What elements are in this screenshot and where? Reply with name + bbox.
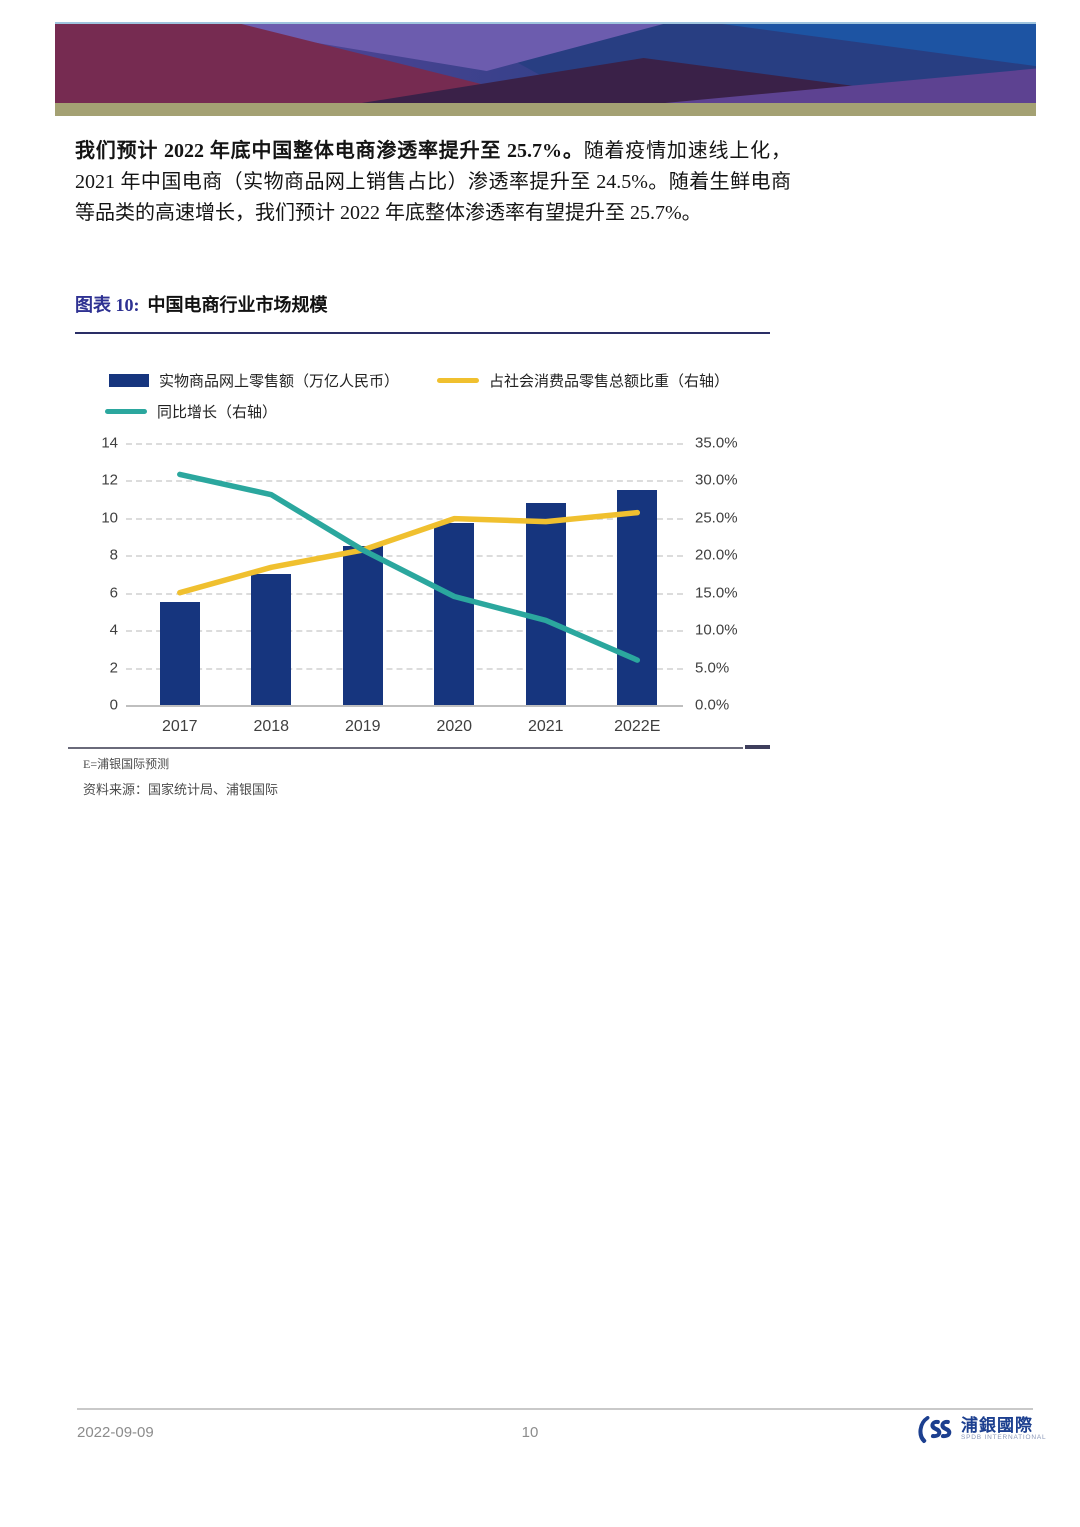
note-estimate: E=浦银国际预测 bbox=[83, 757, 170, 771]
banner-graphic bbox=[55, 22, 1036, 105]
gridline bbox=[126, 443, 683, 445]
gridline bbox=[126, 667, 683, 670]
gridline bbox=[126, 517, 683, 520]
bar-2018 bbox=[251, 574, 292, 705]
y-axis-left-tick: 6 bbox=[109, 584, 118, 602]
legend-ratio-swatch bbox=[437, 378, 479, 383]
intro-paragraph: 我们预计 2022 年底中国整体电商渗透率提升至 25.7%。随着疫情加速线上化… bbox=[75, 136, 791, 229]
logo-name-cn: 浦銀國際 bbox=[961, 1415, 1033, 1435]
banner-olive-strip bbox=[55, 103, 1036, 116]
footer-divider bbox=[77, 1408, 1033, 1410]
x-axis-labels: 2017 2018 2019 2020 2021 2022E bbox=[134, 718, 683, 738]
bars-layer bbox=[134, 443, 683, 705]
footer-page-number: 10 bbox=[521, 1424, 539, 1441]
figure-header: 图表 10: 中国电商行业市场规模 bbox=[75, 291, 328, 317]
plot-area: 14 12 10 8 6 4 2 0 35.0% 30.0% 25.0% 20.0% 15.0% 10.… bbox=[85, 435, 785, 736]
y-axis-right-tick: 35.0% bbox=[695, 434, 738, 452]
chart-bottom-border-end bbox=[745, 745, 770, 749]
y-axis-right-tick: 25.0% bbox=[695, 509, 738, 527]
legend-item-growth: 同比增长（右轴） bbox=[105, 401, 277, 422]
x-axis-tick: 2021 bbox=[527, 718, 564, 735]
x-axis-tick: 2017 bbox=[161, 718, 198, 735]
y-axis-left-tick: 0 bbox=[109, 696, 118, 714]
gridline bbox=[126, 555, 683, 558]
x-axis-tick: 2019 bbox=[344, 718, 381, 735]
y-axis-left-tick: 12 bbox=[101, 471, 118, 489]
x-axis-tick: 2020 bbox=[436, 718, 473, 735]
chart-bottom-border bbox=[68, 747, 743, 749]
spdbi-logo-icon bbox=[918, 1416, 952, 1443]
y-axis-right: 35.0% 30.0% 25.0% 20.0% 15.0% 10.0% 5.0% 0.0% bbox=[695, 435, 775, 714]
gridline bbox=[126, 630, 683, 633]
y-axis-left-tick: 14 bbox=[101, 434, 118, 452]
y-axis-left-tick: 10 bbox=[101, 509, 118, 527]
intro-paragraph-regular: 随着疫情加速线上化，2021 年中国电商（实物商品网上销售占比）渗透率提升至 2… bbox=[75, 140, 791, 224]
chart-ecommerce-market: 实物商品网上零售额（万亿人民币） 占社会消费品零售总额比重（右轴） 同比增长（右… bbox=[68, 345, 785, 797]
legend-growth-swatch bbox=[105, 409, 147, 414]
figure-label: 图表 10: bbox=[75, 295, 140, 315]
note-source: 资料来源：国家统计局、浦银国际 bbox=[83, 782, 279, 797]
intro-paragraph-bold: 我们预计 2022 年底中国整体电商渗透率提升至 25.7%。 bbox=[75, 140, 584, 162]
y-axis-right-tick: 5.0% bbox=[695, 659, 730, 677]
legend-growth-label: 同比增长（右轴） bbox=[157, 405, 278, 421]
ratio-line bbox=[177, 509, 641, 596]
legend-item-bar: 实物商品网上零售额（万亿人民币） bbox=[109, 370, 399, 391]
gridline bbox=[126, 480, 683, 483]
bar-2017 bbox=[159, 602, 200, 705]
y-axis-left-tick: 2 bbox=[109, 659, 118, 677]
y-axis-left: 14 12 10 8 6 4 2 0 bbox=[85, 435, 118, 714]
x-axis-tick: 2022E bbox=[614, 718, 661, 735]
footer-date: 2022-09-09 bbox=[77, 1424, 154, 1441]
logo-name-en: SPDB INTERNATIONAL bbox=[961, 1433, 1047, 1441]
y-axis-right-tick: 20.0% bbox=[695, 546, 738, 564]
bar-2020 bbox=[434, 523, 475, 705]
y-axis-right-tick: 15.0% bbox=[695, 584, 738, 602]
bar-2019 bbox=[342, 545, 383, 705]
grid-layer bbox=[126, 443, 683, 707]
y-axis-right-tick: 30.0% bbox=[695, 471, 738, 489]
x-axis-tick: 2018 bbox=[253, 718, 290, 735]
legend-bar-label: 实物商品网上零售额（万亿人民币） bbox=[159, 374, 400, 390]
x-axis-baseline bbox=[126, 705, 683, 707]
y-axis-left-tick: 4 bbox=[109, 621, 118, 639]
growth-line bbox=[177, 471, 641, 663]
legend-bar-swatch bbox=[109, 374, 149, 387]
figure-title: 中国电商行业市场规模 bbox=[147, 295, 328, 315]
legend-ratio-label: 占社会消费品零售总额比重（右轴） bbox=[489, 374, 730, 390]
legend-item-ratio: 占社会消费品零售总额比重（右轴） bbox=[437, 370, 729, 391]
y-axis-right-tick: 10.0% bbox=[695, 621, 738, 639]
bar-2022E bbox=[617, 489, 658, 705]
figure-title-rule bbox=[75, 332, 770, 334]
footer-logo: 浦銀國際 SPDB INTERNATIONAL bbox=[918, 1414, 1046, 1444]
gridline bbox=[126, 592, 683, 595]
y-axis-left-tick: 8 bbox=[109, 546, 118, 564]
lines-layer bbox=[177, 471, 641, 663]
bar-2021 bbox=[525, 502, 566, 705]
y-axis-right-tick: 0.0% bbox=[695, 696, 730, 714]
